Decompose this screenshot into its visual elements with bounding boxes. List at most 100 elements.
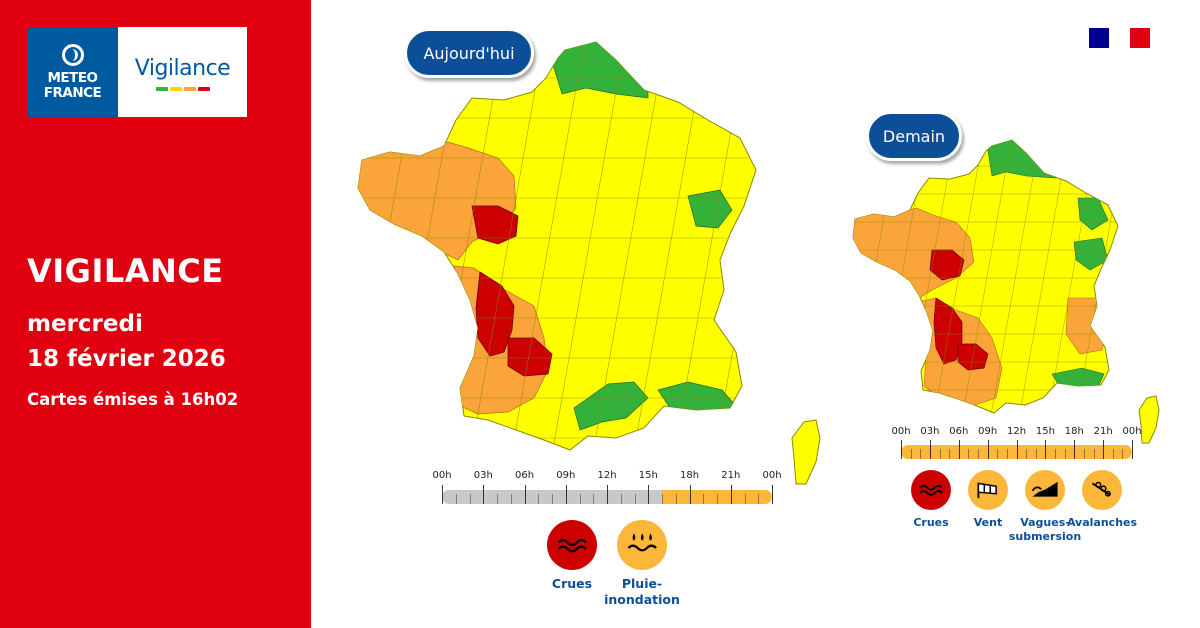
- brand-stripe: [155, 86, 168, 91]
- today-hazard-label: Crues: [551, 576, 593, 591]
- flood-icon: [911, 470, 951, 510]
- tomorrow-timeline-hour-label: 12h: [1006, 426, 1027, 437]
- today-timeline-tick: [538, 494, 540, 504]
- today-department-borders: [358, 42, 756, 450]
- tomorrow-timeline-tick: [1103, 440, 1105, 459]
- today-corsica: [791, 419, 821, 485]
- tomorrow-timeline-tick: [1122, 449, 1124, 459]
- today-timeline-hour-label: 03h: [473, 470, 493, 481]
- today-zone-green-north: [547, 42, 649, 99]
- tomorrow-corsica: [1138, 395, 1160, 444]
- tomorrow-timeline-tick: [1016, 440, 1018, 459]
- tomorrow-hazard-wind[interactable]: Vent: [938, 470, 1038, 530]
- tomorrow-timeline-tick: [997, 449, 999, 459]
- meteo-france-logo: METEO FRANCE Vigilance: [27, 27, 247, 117]
- avalanche-icon: [1082, 470, 1122, 510]
- tomorrow-level-zones: [853, 140, 1118, 413]
- today-timeline-hour-label: 00h: [762, 470, 782, 481]
- issue-time: Cartes émises à 16h02: [27, 390, 239, 409]
- tomorrow-timeline-hour-label: 21h: [1093, 426, 1113, 437]
- tomorrow-timeline-tick: [1112, 449, 1114, 459]
- tomorrow-timeline-tick: [1006, 449, 1008, 459]
- today-timeline-tick: [579, 494, 581, 504]
- tomorrow-timeline-tick: [1026, 449, 1028, 459]
- vigilance-color-stripes: [155, 86, 210, 91]
- tomorrow-timeline-tick: [958, 440, 960, 459]
- today-timeline-tick: [455, 494, 457, 504]
- today-timeline-hour-label: 15h: [638, 470, 658, 481]
- flag-band: [1089, 28, 1110, 48]
- today-zone-green-south: [573, 381, 649, 431]
- today-timeline-tick: [648, 485, 650, 504]
- today-timeline-hour-label: 09h: [556, 470, 576, 481]
- today-timeline-tick: [565, 485, 567, 504]
- tomorrow-vigilance-map[interactable]: [846, 138, 1176, 458]
- today-timeline-tick: [634, 494, 636, 504]
- tomorrow-hazard-label: Vent: [973, 516, 1003, 529]
- tomorrow-timeline-tick: [1055, 449, 1056, 459]
- day-of-week: mercredi: [27, 311, 143, 337]
- today-pill[interactable]: Aujourd'hui: [404, 28, 534, 78]
- today-timeline[interactable]: 00h 03h 06h 09h 12h 15h 18h 21h 00h: [432, 470, 782, 510]
- tomorrow-zone-green-north: [985, 140, 1057, 179]
- tomorrow-timeline-tick: [910, 449, 912, 459]
- republique-francaise-flag-icon: [1089, 28, 1150, 48]
- flag-band: [1109, 28, 1130, 48]
- today-timeline-tick: [552, 494, 553, 504]
- tomorrow-hazard-label: Avalanches: [1066, 516, 1138, 529]
- tomorrow-timeline-hour-label: 00h: [1122, 426, 1142, 437]
- tomorrow-timeline-tick: [1035, 449, 1037, 459]
- today-timeline-tick: [662, 494, 663, 504]
- tomorrow-timeline-hour-label: 09h: [978, 426, 998, 437]
- today-timeline-tick: [442, 485, 443, 504]
- tomorrow-hazard-label: Vagues- submersion: [1008, 516, 1082, 544]
- today-timeline-tick: [510, 494, 512, 504]
- today-timeline-tick: [675, 494, 677, 504]
- today-zone-red-lot-garonne: [507, 337, 553, 377]
- logo-line1: METEO: [47, 69, 98, 86]
- tomorrow-hazard-wave[interactable]: Vagues- submersion: [995, 470, 1095, 545]
- tomorrow-timeline-tick: [949, 449, 951, 459]
- tomorrow-timeline-tick: [901, 440, 902, 459]
- today-timeline-tick: [744, 494, 746, 504]
- tomorrow-timeline-hour-label: 00h: [891, 426, 911, 437]
- today-vigilance-map[interactable]: [348, 38, 838, 508]
- brand-stripe: [183, 86, 196, 91]
- tomorrow-timeline-hour-label: 15h: [1035, 426, 1055, 437]
- flood-icon: [547, 520, 597, 570]
- meteo-france-icon: [61, 43, 84, 66]
- tomorrow-timeline[interactable]: 00h 03h 06h 09h 12h 15h 18h 21h 00h: [891, 426, 1142, 462]
- wind-icon: [968, 470, 1008, 510]
- brand-stripe: [169, 86, 182, 91]
- tomorrow-timeline-tick: [929, 440, 931, 459]
- today-timeline-tick: [772, 485, 773, 504]
- tomorrow-zone-green-southeast: [1051, 367, 1105, 397]
- tomorrow-timeline-hour-label: 06h: [949, 426, 969, 437]
- today-timeline-tick: [730, 485, 732, 504]
- tomorrow-timeline-tick: [1132, 440, 1133, 459]
- today-timeline-tick: [703, 494, 705, 504]
- tomorrow-timeline-tick: [1074, 440, 1076, 459]
- tomorrow-hazard-avalanche[interactable]: Avalanches: [1052, 470, 1152, 530]
- today-timeline-hour-label: 06h: [514, 470, 535, 481]
- today-timeline-hour-label: 00h: [432, 470, 452, 481]
- tomorrow-timeline-tick: [1093, 449, 1095, 459]
- rain-flood-icon: [617, 520, 667, 570]
- today-hazard-flood[interactable]: Crues: [517, 520, 627, 592]
- today-hazard-rain-flood[interactable]: Pluie- inondation: [587, 520, 697, 609]
- today-timeline-hour-label: 21h: [721, 470, 741, 481]
- tomorrow-timeline-tick: [978, 449, 979, 459]
- today-timeline-tick: [717, 494, 718, 504]
- page-title: VIGILANCE: [27, 252, 224, 290]
- vigilance-brand: Vigilance: [118, 27, 247, 117]
- logo-line2: FRANCE: [43, 84, 102, 101]
- today-timeline-tick: [689, 485, 691, 504]
- tomorrow-hazard-flood[interactable]: Crues: [881, 470, 981, 530]
- tomorrow-timeline-tick: [939, 449, 941, 459]
- tomorrow-pill[interactable]: Demain: [866, 111, 962, 161]
- today-timeline-tick: [758, 494, 760, 504]
- today-timeline-tick: [524, 485, 526, 504]
- today-hazard-label: Pluie- inondation: [604, 576, 680, 608]
- today-timeline-tick: [607, 485, 608, 504]
- today-timeline-hour-label: 18h: [679, 470, 700, 481]
